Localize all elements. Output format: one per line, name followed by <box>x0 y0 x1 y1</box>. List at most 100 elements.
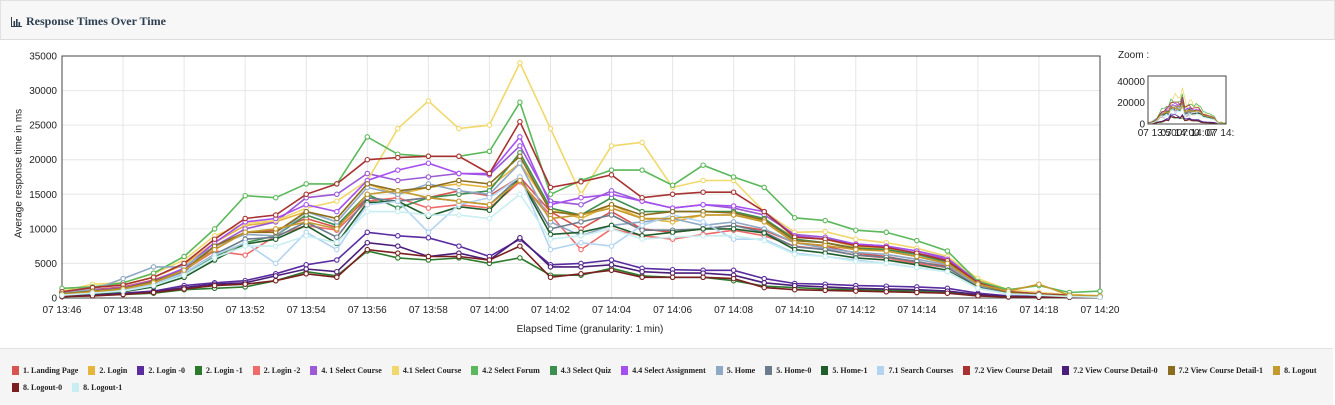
data-point <box>517 118 523 125</box>
legend-label: 8. Logout <box>1284 366 1317 375</box>
data-point <box>639 227 645 233</box>
data-point <box>364 134 371 140</box>
x-tick-label: 07 14:14 <box>897 305 936 316</box>
data-point <box>334 268 340 275</box>
data-point <box>730 212 737 218</box>
data-point <box>425 98 432 104</box>
data-point <box>272 277 279 284</box>
data-point <box>578 212 584 218</box>
data-point <box>761 280 767 286</box>
legend-item[interactable]: 4.2 Select Forum <box>471 363 540 378</box>
data-point <box>364 208 371 215</box>
data-point <box>608 143 615 149</box>
legend-item[interactable]: 5. Home <box>715 363 756 378</box>
data-point <box>211 246 218 253</box>
data-point <box>730 174 737 180</box>
data-point <box>975 285 981 292</box>
data-point <box>700 219 706 225</box>
data-point <box>272 194 279 201</box>
x-tick-label: 07 14:00 <box>470 305 509 316</box>
data-point <box>272 236 279 242</box>
data-point <box>242 229 248 236</box>
data-point <box>791 215 798 221</box>
legend-swatch <box>72 383 80 392</box>
legend-item[interactable]: 5. Home-0 <box>765 363 811 378</box>
zoom-y-tick-label: 40000 <box>1117 77 1145 88</box>
data-point <box>395 243 401 249</box>
legend-item[interactable]: 2. Login <box>88 363 127 378</box>
x-tick-label: 07 14:06 <box>653 305 692 316</box>
x-tick-label: 07 13:50 <box>165 305 204 316</box>
data-point <box>334 215 340 222</box>
legend-swatch <box>549 366 557 375</box>
data-point <box>578 264 584 270</box>
data-point <box>669 234 676 240</box>
x-tick-label: 07 13:48 <box>104 305 143 316</box>
data-point <box>578 239 584 246</box>
data-point <box>547 184 554 191</box>
legend-item[interactable]: 2. Login -0 <box>137 363 185 378</box>
legend-label: 8. Logout-0 <box>23 383 63 392</box>
legend-item[interactable]: 7.2 View Course Detail <box>963 363 1052 378</box>
legend-item[interactable]: 5. Home-1 <box>821 363 867 378</box>
data-point <box>120 275 126 282</box>
data-point <box>395 188 401 194</box>
legend-item[interactable]: 8. Logout-0 <box>12 380 62 395</box>
data-point <box>639 194 645 201</box>
legend-label: 1. Landing Page <box>23 366 79 375</box>
legend-item[interactable]: 2. Login -1 <box>195 363 243 378</box>
series-7-2-view-course-detail <box>59 118 1103 300</box>
data-point <box>700 233 706 239</box>
legend-label: 2. Login <box>99 366 128 375</box>
legend-label: 5. Home-1 <box>832 366 868 375</box>
x-tick-label: 07 14:08 <box>714 305 753 316</box>
series-8-logout <box>59 177 1103 299</box>
data-point <box>303 208 309 215</box>
data-point <box>791 286 798 293</box>
legend-item[interactable]: 4. 1 Select Course <box>310 363 382 378</box>
legend-item[interactable]: 7.1 Search Courses <box>877 363 953 378</box>
data-point <box>517 134 523 140</box>
data-point <box>669 182 676 189</box>
data-point <box>700 274 706 281</box>
data-point <box>59 292 65 298</box>
data-point <box>181 267 187 274</box>
data-point <box>395 154 401 161</box>
data-point <box>364 156 371 163</box>
legend-item[interactable]: 7.2 View Course Detail-1 <box>1167 363 1263 378</box>
response-times-chart[interactable]: 0 5000 10000 15000 20000 25000 30000 35000 07 13… <box>0 40 1120 330</box>
legend-label: 4.2 Select Forum <box>482 366 540 375</box>
legend-item[interactable]: 4.3 Select Quiz <box>549 363 612 378</box>
legend-label: 5. Home-0 <box>776 366 812 375</box>
data-point <box>364 246 371 253</box>
legend-item[interactable]: 1. Landing Page <box>12 363 78 378</box>
zoom-x-tick-label: 07 13:50 <box>1138 128 1177 139</box>
x-tick-label: 07 14:10 <box>775 305 814 316</box>
data-point <box>364 191 371 198</box>
zoom-plot-border <box>1147 75 1227 125</box>
legend-item[interactable]: 8. Logout-1 <box>72 380 122 395</box>
zoom-y-tick-label: 0 <box>1139 120 1145 131</box>
data-point <box>303 191 309 198</box>
legend-item[interactable]: 4.4 Select Assignment <box>621 363 706 378</box>
legend-swatch <box>252 366 260 375</box>
legend-label: 5. Home <box>726 366 756 375</box>
legend-item[interactable]: 7.2 View Course Detail-0 <box>1062 363 1158 378</box>
legend-label: 4.3 Select Quiz <box>560 366 612 375</box>
data-point <box>395 233 401 239</box>
legend-item[interactable]: 8. Logout <box>1273 363 1317 378</box>
data-point <box>547 215 554 222</box>
legend-swatch <box>1273 366 1281 375</box>
data-point <box>761 230 767 236</box>
y-tick-label: 15000 <box>29 190 57 201</box>
data-point <box>608 257 615 263</box>
data-point <box>700 201 706 208</box>
data-point <box>395 255 401 261</box>
data-point <box>944 268 951 275</box>
data-point <box>578 201 584 208</box>
legend-item[interactable]: 4.1 Select Course <box>391 363 461 378</box>
data-point <box>853 258 859 265</box>
legend-item[interactable]: 2. Login -2 <box>252 363 300 378</box>
data-point <box>700 177 706 184</box>
